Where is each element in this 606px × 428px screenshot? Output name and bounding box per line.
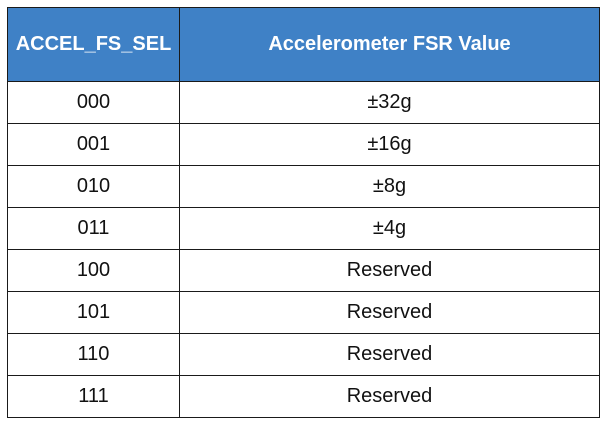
cell-fs-sel: 000 — [7, 81, 180, 124]
cell-fs-sel: 110 — [7, 333, 180, 376]
cell-fsr-value: ±4g — [179, 207, 600, 250]
cell-fsr-value: ±32g — [179, 81, 600, 124]
table-row: 011 ±4g — [7, 207, 600, 250]
cell-fsr-value: ±8g — [179, 165, 600, 208]
table-row: 101 Reserved — [7, 291, 600, 334]
table-row: 010 ±8g — [7, 165, 600, 208]
cell-fsr-value: Reserved — [179, 333, 600, 376]
cell-fs-sel: 010 — [7, 165, 180, 208]
cell-fsr-value: Reserved — [179, 291, 600, 334]
table-row: 000 ±32g — [7, 81, 600, 124]
cell-fs-sel: 101 — [7, 291, 180, 334]
cell-fs-sel: 001 — [7, 123, 180, 166]
cell-fs-sel: 111 — [7, 375, 180, 418]
cell-fs-sel: 100 — [7, 249, 180, 292]
table-row: 110 Reserved — [7, 333, 600, 376]
table-row: 001 ±16g — [7, 123, 600, 166]
header-row: ACCEL_FS_SEL Accelerometer FSR Value — [7, 7, 600, 82]
table-header: ACCEL_FS_SEL Accelerometer FSR Value — [7, 7, 600, 82]
table-body: 000 ±32g 001 ±16g 010 ±8g 011 ±4g 100 Re… — [7, 81, 600, 418]
table-row: 100 Reserved — [7, 249, 600, 292]
accel-fsr-table: ACCEL_FS_SEL Accelerometer FSR Value 000… — [7, 7, 600, 418]
header-accel-fs-sel: ACCEL_FS_SEL — [7, 7, 180, 82]
table-row: 111 Reserved — [7, 375, 600, 418]
header-fsr-value: Accelerometer FSR Value — [179, 7, 600, 82]
cell-fsr-value: Reserved — [179, 375, 600, 418]
cell-fs-sel: 011 — [7, 207, 180, 250]
cell-fsr-value: ±16g — [179, 123, 600, 166]
cell-fsr-value: Reserved — [179, 249, 600, 292]
